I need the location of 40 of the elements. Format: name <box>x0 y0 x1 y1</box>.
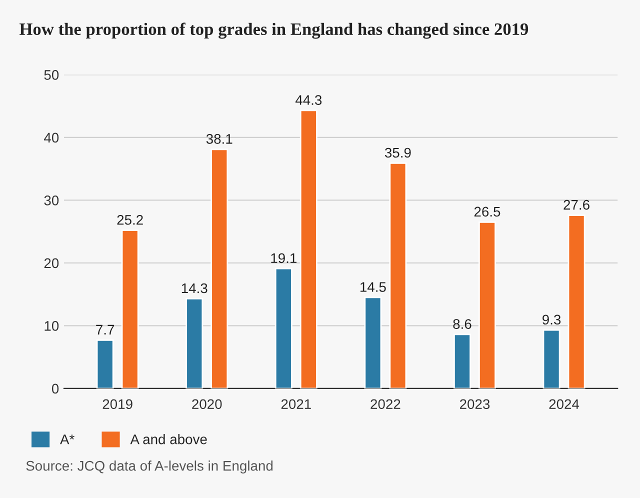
bar <box>389 162 407 388</box>
data-label: 14.5 <box>360 282 386 292</box>
data-label: 7.7 <box>96 324 114 334</box>
bar <box>300 110 318 388</box>
y-tick-label: 20 <box>44 258 59 268</box>
chart-title: How the proportion of top grades in England has changed since 2019 <box>19 22 528 39</box>
y-tick-label: 50 <box>44 70 59 80</box>
bar <box>542 329 560 388</box>
x-tick-label: 2021 <box>281 399 311 410</box>
bar <box>274 268 292 388</box>
data-label: 25.2 <box>117 214 143 225</box>
legend-label: A and above <box>130 434 207 444</box>
data-label: 8.6 <box>453 319 472 329</box>
x-tick-label: 2020 <box>192 399 222 410</box>
x-tick-label: 2023 <box>460 399 490 410</box>
y-tick-label: 10 <box>44 321 59 331</box>
bar <box>454 334 471 388</box>
bar <box>186 298 204 388</box>
x-tick-label: 2024 <box>549 399 580 410</box>
legend-label: A* <box>60 434 74 444</box>
bar <box>121 230 139 388</box>
data-label: 26.5 <box>474 206 500 217</box>
data-label: 19.1 <box>271 253 296 264</box>
data-label: 44.3 <box>295 95 322 105</box>
bar <box>96 339 114 388</box>
data-label: 14.3 <box>182 283 208 294</box>
y-tick-label: 0 <box>52 384 59 394</box>
data-label: 35.9 <box>384 148 411 158</box>
data-label: 27.6 <box>564 200 590 210</box>
bar <box>478 221 496 388</box>
data-label: 38.1 <box>206 134 232 144</box>
y-tick-label: 40 <box>44 132 59 143</box>
bar <box>210 148 228 388</box>
data-label: 9.3 <box>542 314 561 325</box>
y-tick-label: 30 <box>44 196 59 206</box>
x-tick-label: 2019 <box>102 399 132 410</box>
x-tick-label: 2022 <box>370 399 400 410</box>
source-note: Source: JCQ data of A-levels in England <box>26 460 273 474</box>
bar <box>568 214 586 388</box>
bar <box>364 296 382 388</box>
